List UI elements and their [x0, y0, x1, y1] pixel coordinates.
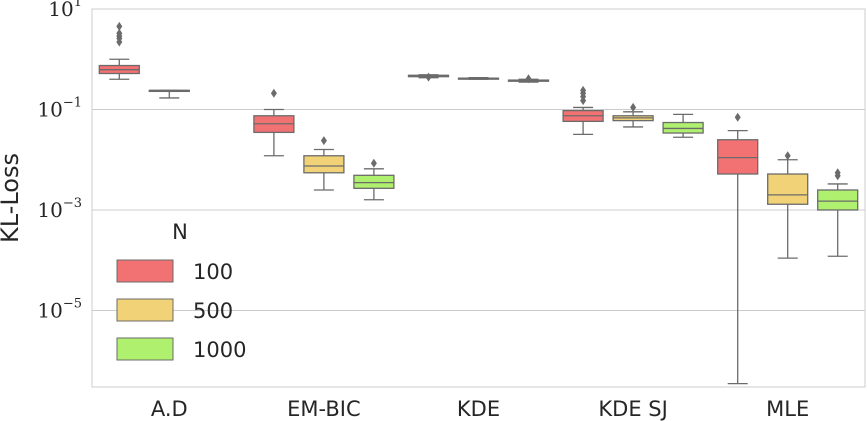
box-a-d-n100 — [98, 21, 140, 80]
legend: N 100 500 1000 — [116, 220, 246, 362]
iqr-box — [353, 174, 395, 189]
outlier-point — [270, 88, 277, 98]
y-tick-labels: 101 10−1 10−3 10−5 — [37, 0, 82, 322]
plot-frame — [91, 8, 866, 388]
box-mle-n100 — [717, 112, 759, 385]
iqr-box — [767, 173, 809, 205]
box-kde-sj-n100 — [562, 85, 604, 136]
outlier-point — [425, 72, 432, 82]
y-tick-label: 10−5 — [37, 296, 82, 322]
box-em-bic-n100 — [253, 88, 295, 157]
legend-label: 100 — [193, 260, 233, 284]
outlier-point — [630, 102, 637, 112]
legend-label: 500 — [193, 299, 233, 323]
iqr-box — [817, 189, 859, 211]
legend-entry-100: 100 — [116, 259, 233, 284]
box-a-d-n500 — [148, 89, 190, 99]
outlier-point — [525, 74, 532, 84]
x-tick-labels: A.D EM-BIC KDE KDE SJ MLE — [151, 397, 809, 421]
y-axis-label: KL-Loss — [0, 153, 24, 243]
box-mle-n500 — [767, 151, 809, 259]
legend-swatch — [116, 298, 174, 322]
y-tick-label: 10−3 — [37, 196, 82, 222]
legend-swatch — [116, 337, 174, 361]
legend-label: 1000 — [193, 338, 246, 362]
box-layer — [98, 21, 859, 385]
y-tick-label: 10−1 — [37, 95, 82, 121]
outlier-point — [370, 158, 377, 168]
legend-entry-500: 500 — [116, 298, 233, 323]
box-mle-n1000 — [817, 168, 859, 257]
legend-entry-1000: 1000 — [116, 337, 246, 362]
x-tick-label-a-d: A.D — [151, 397, 188, 421]
x-tick-label-em-bic: EM-BIC — [287, 397, 360, 421]
outlier-point — [320, 136, 327, 146]
box-kde-n1000 — [507, 74, 550, 84]
x-tick-label-mle: MLE — [766, 397, 809, 421]
x-tick-label-kde: KDE — [457, 397, 500, 421]
legend-swatch — [116, 259, 174, 283]
box-em-bic-n1000 — [353, 158, 395, 201]
y-tick-label: 101 — [48, 0, 82, 21]
iqr-box — [717, 139, 759, 175]
box-em-bic-n500 — [303, 136, 345, 191]
outlier-point — [116, 28, 123, 38]
outlier-point — [784, 151, 791, 161]
outlier-point — [116, 21, 123, 31]
box-kde-sj-n500 — [612, 102, 654, 128]
outlier-point — [734, 112, 741, 122]
legend-title: N — [172, 220, 188, 244]
iqr-box — [303, 155, 345, 174]
box-kde-n500 — [457, 77, 500, 80]
outlier-point — [580, 85, 587, 95]
box-kde-sj-n1000 — [662, 113, 704, 138]
x-tick-label-kde-sj: KDE SJ — [598, 397, 667, 421]
outlier-point — [834, 168, 841, 178]
legend-entries: 100 500 1000 — [116, 259, 246, 362]
box-kde-n100 — [407, 72, 450, 82]
